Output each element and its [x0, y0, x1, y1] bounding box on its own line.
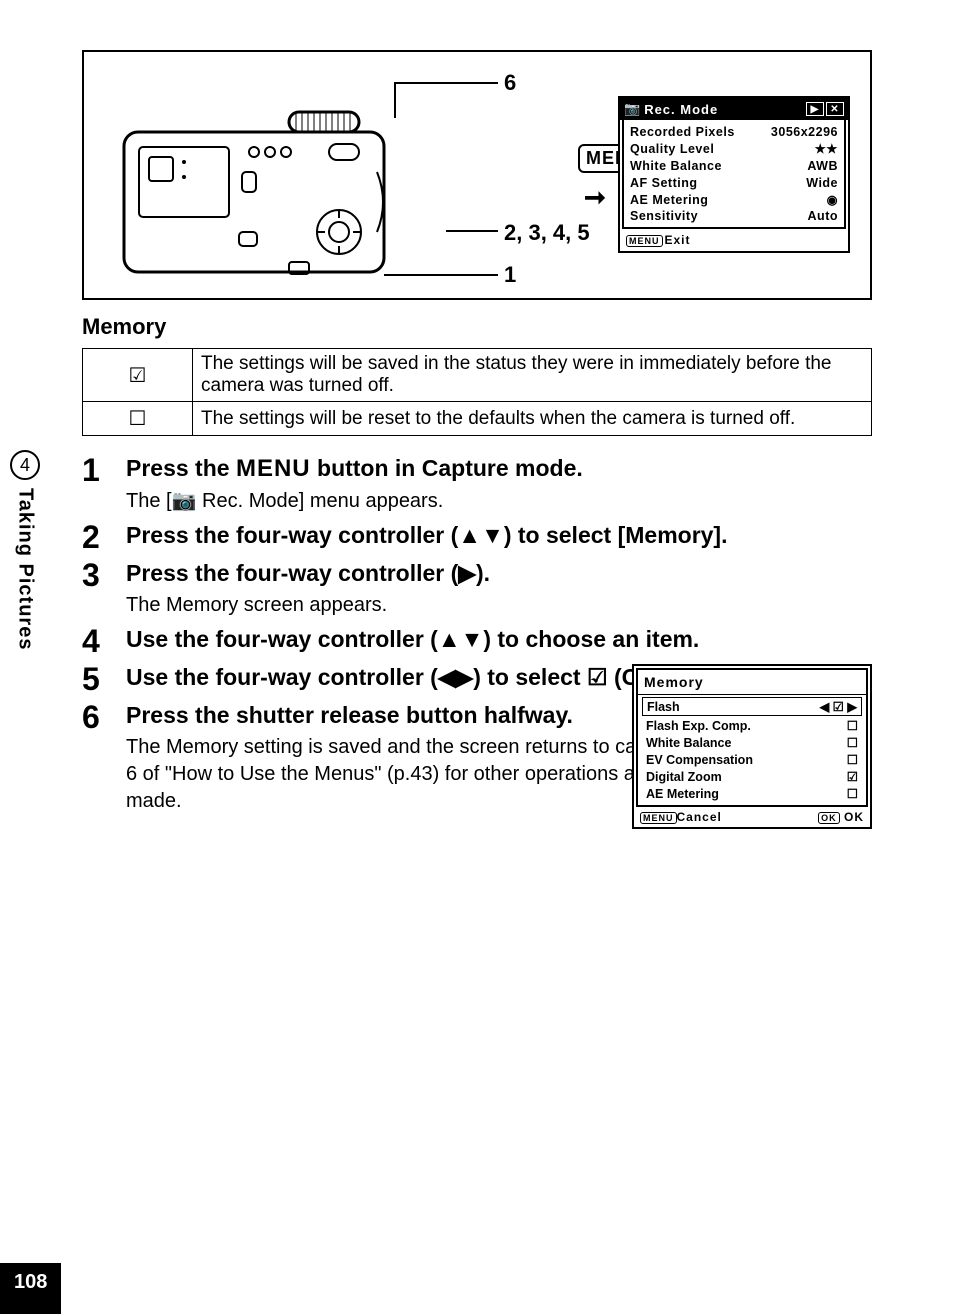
table-cell-text: The settings will be saved in the status… [193, 349, 872, 402]
step-title: Press the MENU button in Capture mode. [126, 454, 872, 484]
callout-2345: 2, 3, 4, 5 [504, 220, 590, 246]
mem-row-value: ☐ [847, 735, 858, 752]
mem-row-label: Flash [647, 700, 680, 714]
footer-ok: OK [844, 810, 864, 824]
steps-list: 1 Press the MENU button in Capture mode.… [82, 454, 872, 815]
footer-cancel: Cancel [677, 810, 722, 824]
right-arrow-icon: ▶ [847, 699, 857, 714]
step-number: 6 [82, 701, 126, 815]
table-row: ☑ The settings will be saved in the stat… [83, 349, 872, 402]
step-number: 4 [82, 625, 126, 657]
mem-row-value: ☐ [847, 718, 858, 735]
left-arrow-icon: ◀ [820, 699, 830, 714]
memory-screen-title: Memory [638, 670, 866, 695]
side-tab: 4 Taking Pictures [0, 450, 50, 650]
table-cell-text: The settings will be reset to the defaul… [193, 402, 872, 436]
step-number: 5 [82, 663, 126, 695]
table-row: ☐ The settings will be reset to the defa… [83, 402, 872, 436]
memory-screen-footer: MENUCancel OK OK [634, 807, 870, 827]
camera-diagram [114, 102, 394, 287]
step-number: 2 [82, 521, 126, 553]
rec-row-value: AWB [807, 158, 838, 175]
rec-mode-screen: 📷 Rec. Mode ▶ ✕ Recorded Pixels 3056x2296… [618, 96, 850, 253]
step-4: 4 Use the four-way controller (▲▼) to ch… [82, 625, 872, 657]
illustration-box: 6 2, 3, 4, 5 1 MENU ➞ 📷 Rec. Mode ▶ ✕ Re… [82, 50, 872, 300]
memory-heading: Memory [82, 314, 872, 340]
step-3: 3 Press the four-way controller (▶). The… [82, 559, 872, 619]
rec-row-label: Quality Level [630, 141, 714, 158]
rec-row-label: White Balance [630, 158, 722, 175]
rec-mode-body: Recorded Pixels 3056x2296 Quality Level ★★… [622, 120, 846, 229]
callout-1: 1 [504, 262, 516, 288]
rec-row-label: Sensitivity [630, 208, 698, 225]
memory-table: ☑ The settings will be saved in the stat… [82, 348, 872, 436]
rec-mode-footer: MENUExit [620, 231, 848, 251]
mem-row-value: ☑ [847, 769, 858, 786]
page-content: 6 2, 3, 4, 5 1 MENU ➞ 📷 Rec. Mode ▶ ✕ Re… [82, 50, 872, 821]
mem-row-label: AE Metering [646, 786, 719, 803]
rec-row-value: Wide [806, 175, 838, 192]
memory-selected-row: Flash ◀ ☑ ▶ [642, 697, 862, 716]
mem-row-label: Digital Zoom [646, 769, 722, 786]
step-number: 3 [82, 559, 126, 619]
step-subtext: The [📷 Rec. Mode] menu appears. [126, 488, 872, 515]
step-title: Press the shutter release button halfway… [126, 701, 626, 730]
arrow-icon: ➞ [584, 182, 606, 213]
rec-row-value: 3056x2296 [771, 124, 838, 141]
tools-icon: ✕ [826, 102, 844, 116]
step-title: Press the four-way controller (▶). [126, 559, 872, 588]
mem-row-value: ☐ [847, 752, 858, 769]
mem-row-label: Flash Exp. Comp. [646, 718, 751, 735]
rec-mode-title: Rec. Mode [644, 102, 718, 117]
memory-screen: Memory Flash ◀ ☑ ▶ Flash Exp. Comp. ☐ Whi… [632, 664, 872, 829]
rec-row-value: ◉ [827, 192, 838, 209]
chapter-title: Taking Pictures [14, 488, 37, 650]
step-number: 1 [82, 454, 126, 515]
mem-row-value: ☑ [833, 700, 844, 714]
chapter-number: 4 [10, 450, 40, 480]
menu-box-icon: MENU [640, 812, 677, 824]
play-icon: ▶ [806, 102, 824, 116]
mem-row-label: EV Compensation [646, 752, 753, 769]
rec-row-value: Auto [808, 208, 838, 225]
rec-row-label: AF Setting [630, 175, 698, 192]
callout-6: 6 [504, 70, 516, 96]
step-1: 1 Press the MENU button in Capture mode.… [82, 454, 872, 515]
step-title: Press the four-way controller (▲▼) to se… [126, 521, 872, 550]
rec-row-label: Recorded Pixels [630, 124, 735, 141]
step-2: 2 Press the four-way controller (▲▼) to … [82, 521, 872, 553]
mem-row-value: ☐ [847, 786, 858, 803]
rec-mode-header: 📷 Rec. Mode ▶ ✕ [620, 98, 848, 120]
menu-box-icon: MENU [626, 235, 663, 247]
step-subtext: The Memory screen appears. [126, 592, 872, 619]
rec-row-value: ★★ [815, 141, 838, 158]
camera-icon: 📷 [624, 101, 641, 117]
rec-row-label: AE Metering [630, 192, 708, 209]
page-number: 108 [0, 1263, 61, 1314]
step-title: Use the four-way controller (▲▼) to choo… [126, 625, 872, 654]
checked-icon: ☑ [83, 349, 193, 402]
mem-row-label: White Balance [646, 735, 731, 752]
rec-footer-label: Exit [665, 233, 691, 247]
unchecked-icon: ☐ [83, 402, 193, 436]
ok-box-icon: OK [818, 812, 840, 824]
